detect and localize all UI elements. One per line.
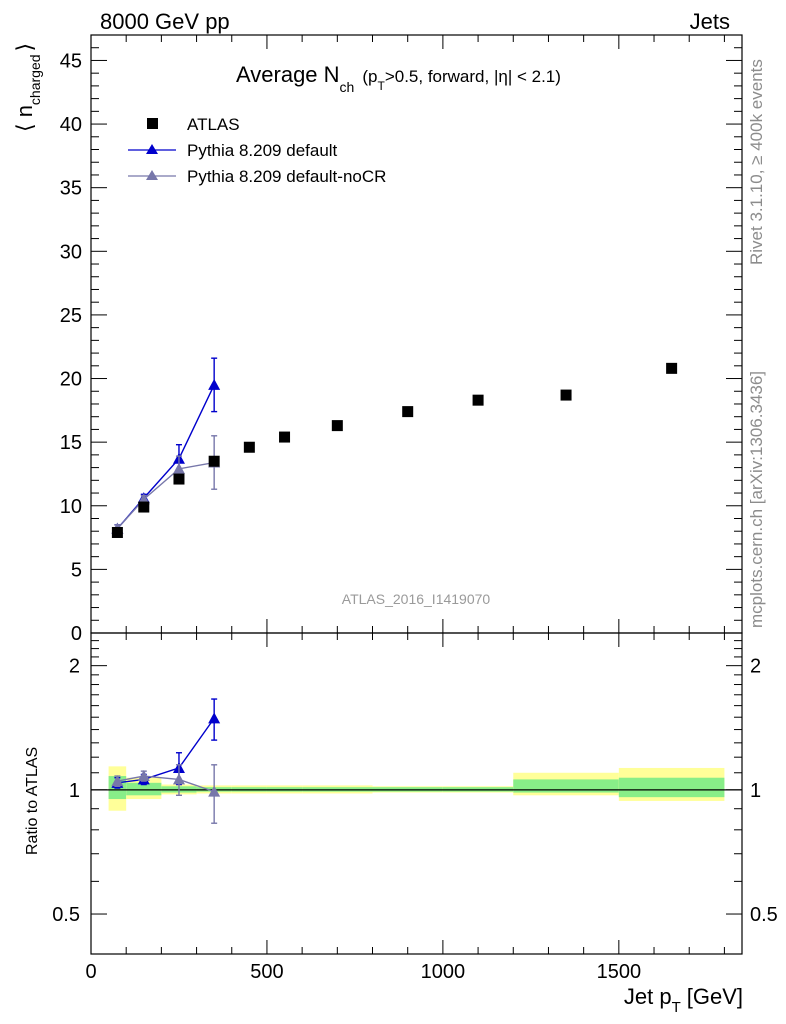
- ratio-band-inner-1: [126, 782, 162, 796]
- y-tick-label-ratio-1: 1: [69, 780, 80, 802]
- plot-title: Average Nch (pT>0.5, forward, |η| < 2.1): [236, 62, 561, 95]
- y-tick-label-main-7: 35: [60, 178, 82, 200]
- rivet-version-text: Rivet 3.1.10, ≥ 400k events: [747, 59, 766, 265]
- y-tick-label-main-1: 5: [71, 559, 82, 581]
- y-axis-label-main-text: ⟨ n: [12, 105, 37, 132]
- y-tick-label-ratio-right-0: 0.5: [750, 904, 778, 926]
- legend-label-nocr: Pythia 8.209 default-noCR: [187, 167, 386, 186]
- x-axis-label-sub: T: [672, 999, 681, 1016]
- y-tick-label-ratio-2: 2: [69, 656, 80, 678]
- atlas-point-6: [331, 420, 343, 432]
- x-axis-label-text: Jet p: [624, 984, 672, 1009]
- marker-nocr-2: [172, 462, 185, 474]
- axis-ticks: 0 500 1000 1500 0 5 10 15 20 25 30 35 40 45 0.5 0.5 1 1 2 2: [52, 35, 778, 983]
- atlas-point-2: [173, 473, 185, 485]
- legend: ATLAS Pythia 8.209 default Pythia 8.209 …: [128, 115, 386, 186]
- marker-default-3: [208, 378, 221, 390]
- ratio-marker-default-3: [208, 712, 221, 724]
- series-line-nocr: [116, 461, 215, 530]
- series-layer: [111, 357, 678, 824]
- svg-text:Average Nch(pT>0.5, forward, |: Average Nch (pT>0.5, forward, |η| < 2.1): [236, 62, 561, 95]
- ratio-uncertainty-bands: [91, 766, 742, 811]
- y-axis-label-ratio: Ratio to ATLAS: [24, 747, 41, 855]
- atlas-point-5: [279, 431, 291, 443]
- x-tick-label-3: 1500: [597, 961, 642, 983]
- atlas-point-3: [208, 455, 220, 467]
- mcplots-credit-text: mcplots.cern.ch [arXiv:1306.3436]: [747, 371, 766, 628]
- y-tick-label-main-6: 30: [60, 241, 82, 263]
- ratio-band-inner-9: [513, 779, 619, 793]
- ratio-marker-nocr-1: [137, 770, 150, 782]
- y-axis-label-main-sub: charged: [27, 54, 43, 105]
- atlas-point-4: [243, 441, 255, 453]
- atlas-point-1: [138, 501, 150, 513]
- y-tick-label-main-9: 45: [60, 50, 82, 72]
- atlas-point-0: [111, 526, 123, 538]
- ratio-line-nocr: [117, 775, 215, 793]
- x-axis-label-unit: [GeV]: [687, 984, 743, 1009]
- analysis-id-label: ATLAS_2016_I1419070: [342, 591, 491, 607]
- x-tick-label-0: 0: [85, 961, 96, 983]
- title-cond-rest: >0.5, forward, |η| < 2.1): [385, 67, 561, 86]
- title-observable-sub: ch: [340, 79, 355, 95]
- legend-marker-nocr: [146, 170, 158, 180]
- atlas-point-9: [560, 389, 572, 401]
- y-tick-label-main-2: 10: [60, 496, 82, 518]
- atlas-point-10: [666, 362, 678, 374]
- y-tick-label-ratio-right-1: 1: [750, 780, 761, 802]
- y-axis-label-main-close: ⟩: [12, 43, 37, 52]
- y-axis-label-main: ⟨ ncharged ⟩: [12, 43, 43, 132]
- x-axis-label: Jet pT [GeV]: [624, 984, 743, 1016]
- atlas-point-7: [402, 406, 414, 418]
- title-cond-sub: T: [377, 79, 385, 93]
- y-tick-label-main-4: 20: [60, 369, 82, 391]
- legend-label-default: Pythia 8.209 default: [187, 141, 338, 160]
- header-process: Jets: [690, 9, 730, 34]
- header-energy: 8000 GeV pp: [100, 9, 230, 34]
- ratio-band-inner-10: [618, 777, 725, 798]
- x-tick-label-2: 1000: [421, 961, 466, 983]
- y-tick-label-ratio-right-2: 2: [750, 656, 761, 678]
- y-tick-label-main-0: 0: [71, 623, 82, 645]
- title-observable: Average N: [236, 62, 340, 87]
- y-tick-label-main-3: 15: [60, 432, 82, 454]
- y-tick-label-main-8: 40: [60, 114, 82, 136]
- ratio-plot-frame: [90, 632, 743, 955]
- series-line-default: [116, 384, 215, 530]
- legend-marker-atlas: [147, 118, 158, 129]
- title-cond-open: (p: [362, 67, 377, 86]
- legend-marker-default: [146, 144, 158, 154]
- ratio-marker-nocr-2: [172, 773, 185, 785]
- y-tick-label-main-5: 25: [60, 305, 82, 327]
- x-tick-label-1: 500: [250, 961, 283, 983]
- y-tick-label-ratio-0: 0.5: [52, 904, 80, 926]
- legend-label-atlas: ATLAS: [187, 115, 240, 134]
- atlas-point-8: [472, 394, 484, 406]
- ratio-marker-nocr-0: [111, 775, 124, 787]
- ratio-marker-nocr-3: [208, 785, 221, 797]
- ratio-line-default: [117, 717, 215, 784]
